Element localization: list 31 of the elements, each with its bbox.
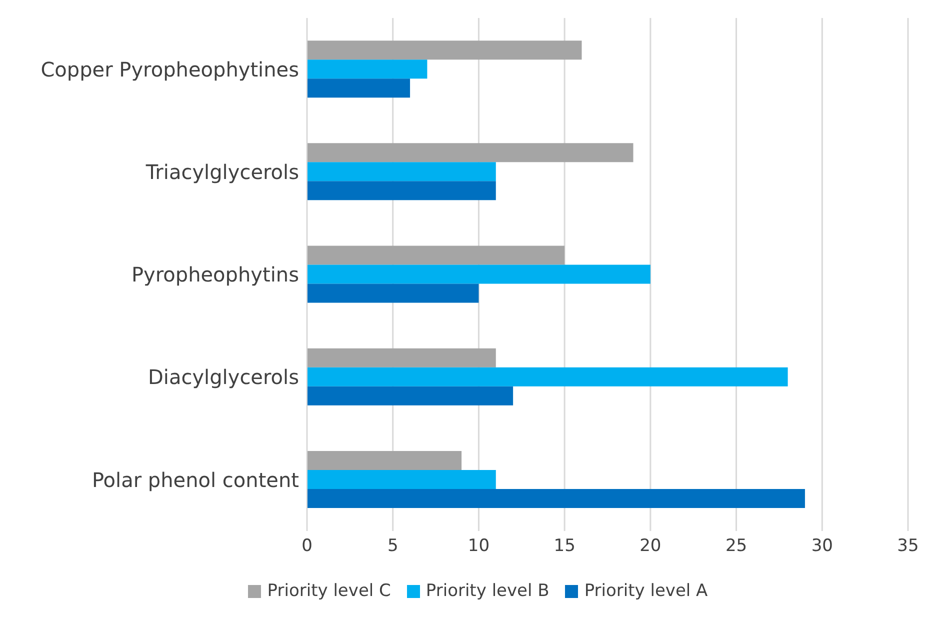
x-tick-label: 25 (725, 536, 748, 556)
bar (307, 348, 496, 368)
bar (307, 386, 514, 406)
y-tick-label: Copper Pyropheophytines (40, 57, 299, 82)
bar (307, 488, 805, 508)
bar (307, 60, 428, 79)
bar (307, 470, 496, 489)
bar (307, 40, 582, 60)
bar (307, 181, 496, 200)
x-tick-label: 15 (554, 536, 576, 556)
bar (307, 367, 788, 386)
bar (307, 284, 479, 303)
y-tick-label: Triacylglycerols (144, 160, 299, 184)
legend-label: Priority level A (584, 581, 708, 601)
bar (307, 78, 410, 98)
bar (307, 246, 565, 265)
y-tick-label: Pyropheophytins (131, 262, 299, 287)
x-tick-label: 5 (387, 536, 398, 556)
x-tick-label: 30 (811, 536, 833, 556)
bar (307, 264, 650, 284)
x-tick-label: 20 (640, 536, 662, 556)
bar (307, 143, 634, 162)
legend-label: Priority level B (426, 581, 550, 601)
y-tick-label: Polar phenol content (92, 468, 300, 492)
bar (307, 450, 462, 470)
x-tick-label: 0 (302, 536, 312, 556)
x-tick-label: 10 (468, 536, 490, 556)
legend-label: Priority level C (267, 581, 391, 601)
y-tick-label: Diacylglycerols (148, 365, 299, 390)
x-tick-label: 35 (897, 536, 919, 556)
bar (307, 162, 496, 182)
